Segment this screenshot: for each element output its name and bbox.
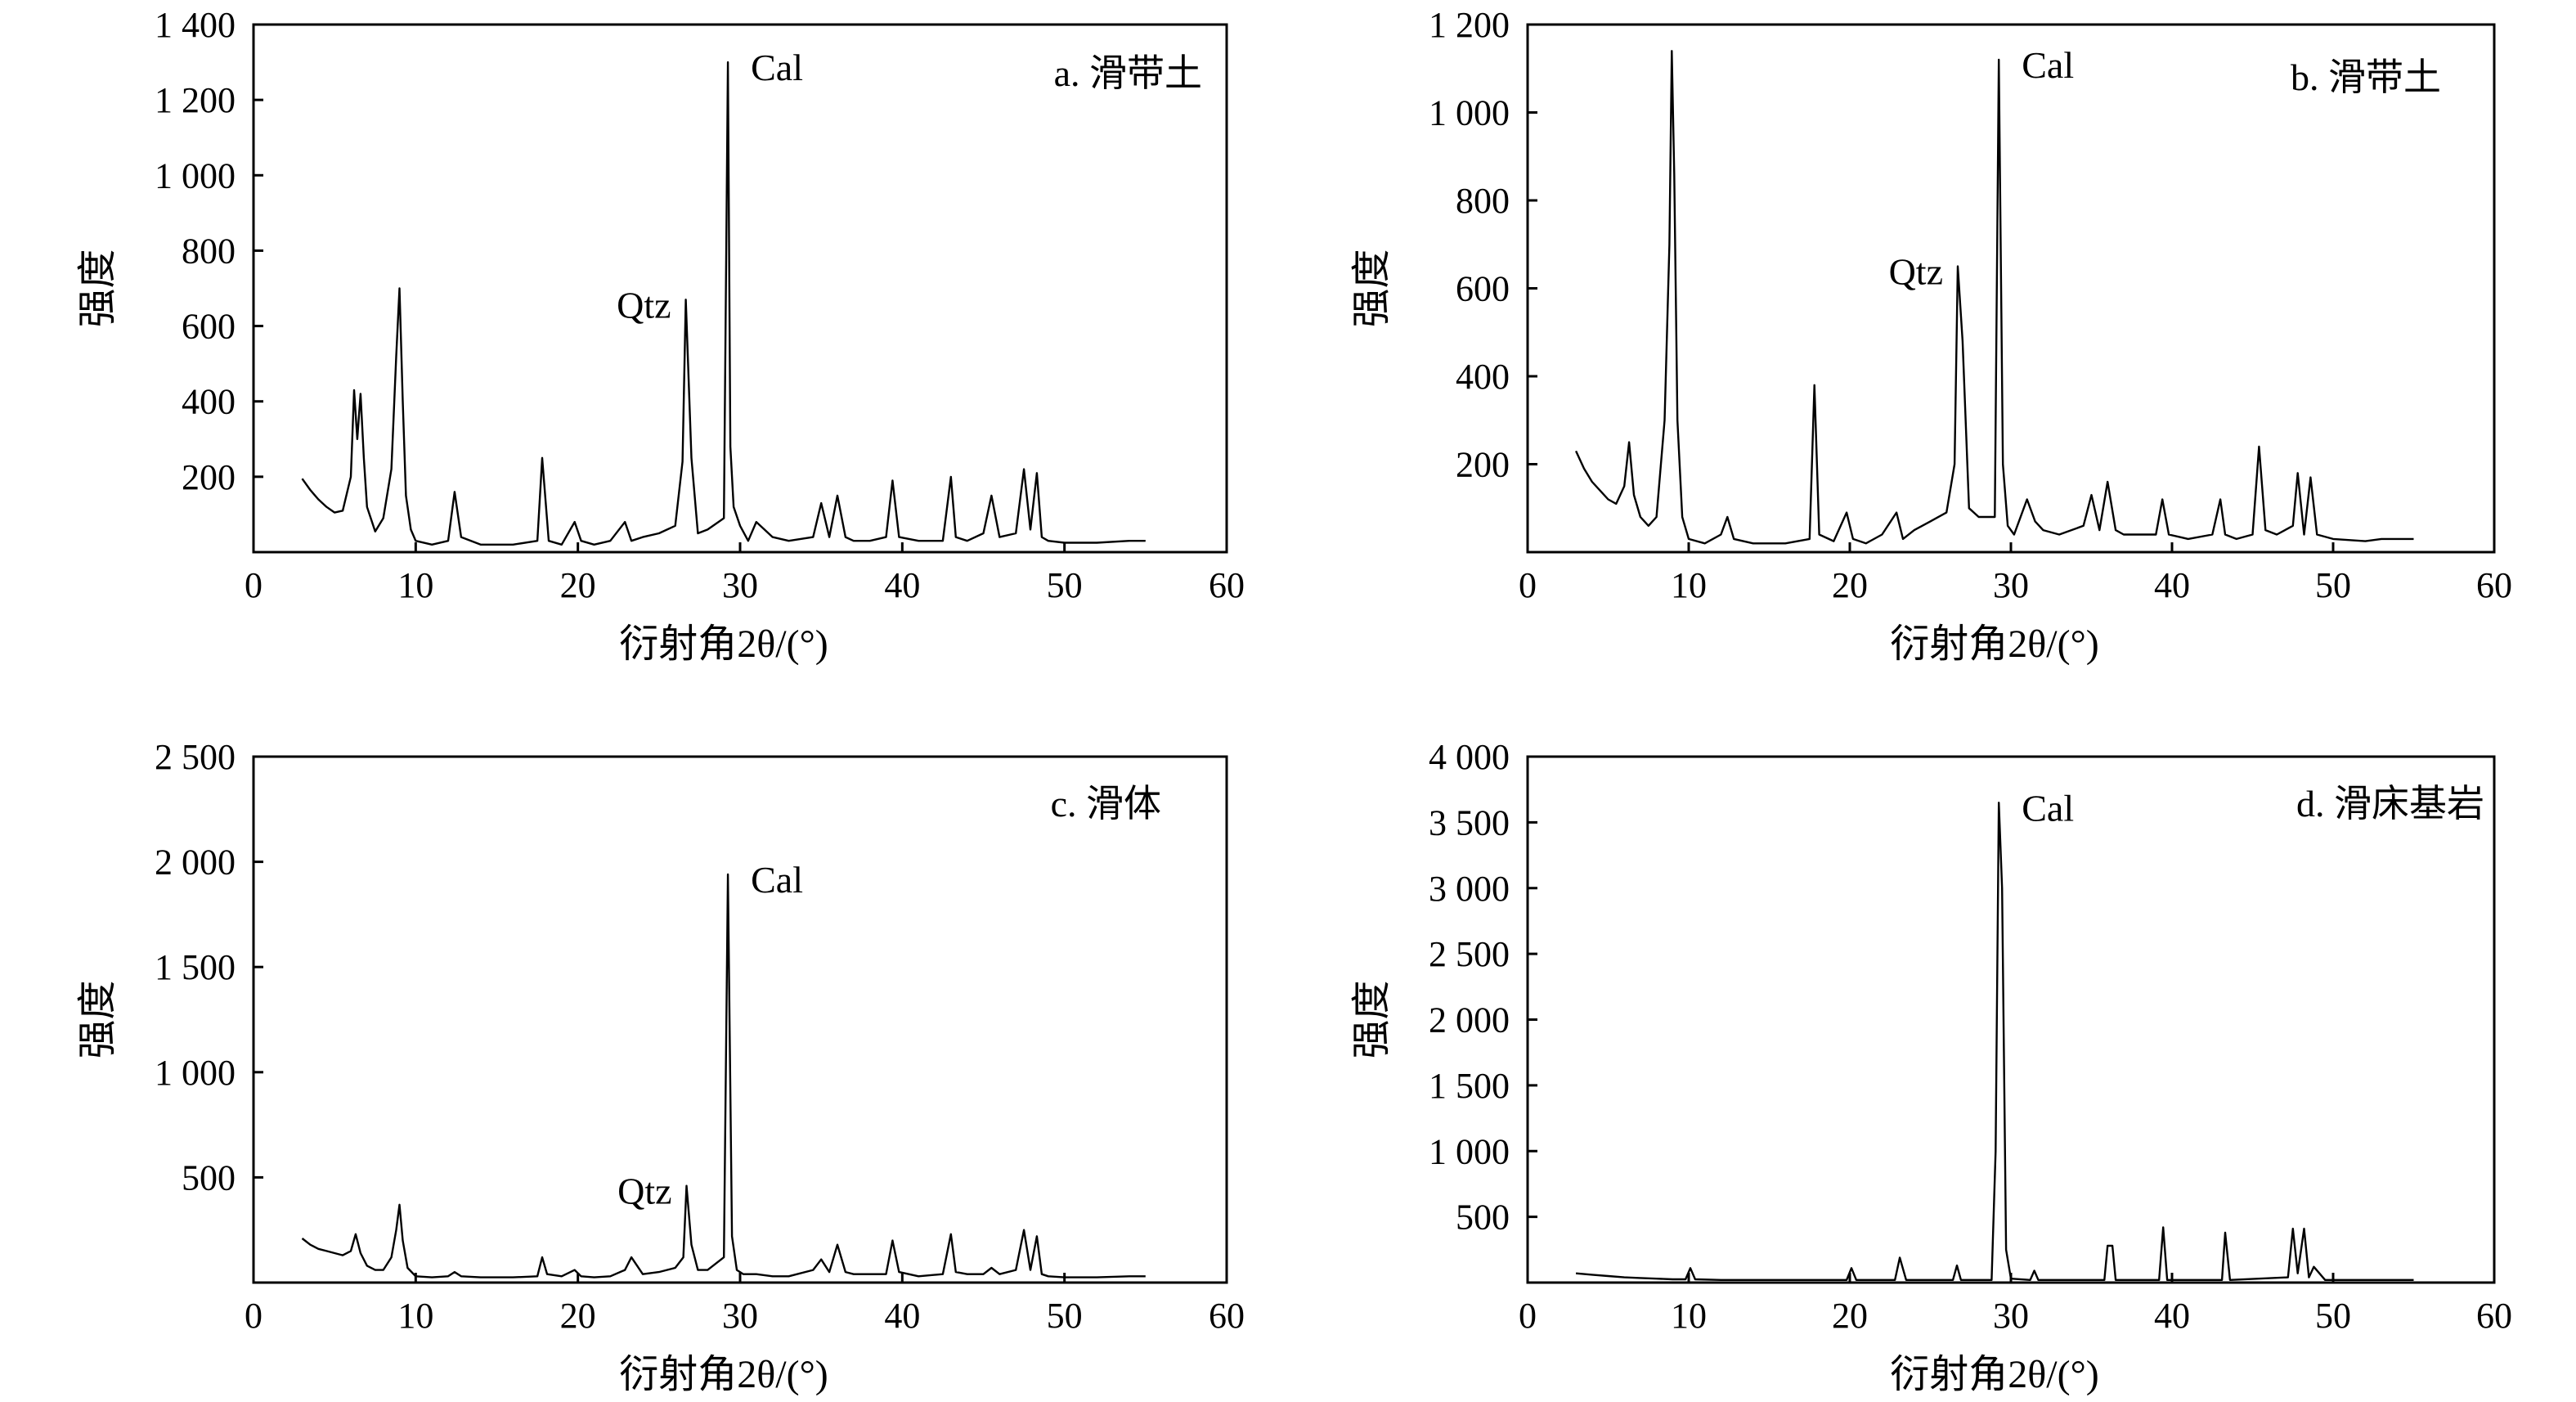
y-tick-label: 200 [182,457,236,497]
y-tick-label: 2 500 [1429,934,1510,974]
x-tick-label: 10 [397,565,433,605]
x-tick-label: 20 [1832,565,1868,605]
x-tick-label: 40 [2154,565,2190,605]
y-tick-label: 3 000 [1429,869,1510,909]
xrd-trace [1575,802,2414,1282]
qtz-peak-label: Qtz [617,284,671,326]
x-tick-label: 30 [722,565,758,605]
y-tick-label: 1 000 [1429,1131,1510,1171]
y-tick-label: 800 [1456,181,1510,221]
cal-peak-label: Cal [2022,787,2074,829]
y-tick-label: 2 000 [155,843,236,883]
xrd-trace [301,873,1146,1278]
x-tick-label: 50 [2315,1296,2351,1336]
x-tick-label: 10 [397,1296,433,1336]
x-tick-label: 10 [1671,565,1707,605]
x-tick-label: 50 [1047,565,1083,605]
xrd-panel-a: 0 10 20 30 40 50 60 200 400 600 800 1 000 1 200 1 400… [76,5,1245,666]
x-tick-label: 20 [560,565,596,605]
x-axis-title: 衍射角2θ/(°) [1890,1353,2099,1396]
plot-frame [252,755,1228,1284]
y-tick-label: 2 000 [1429,1000,1510,1040]
x-tick-label: 40 [884,565,920,605]
cal-peak-label: Cal [2022,44,2074,86]
x-tick-label: 20 [1832,1296,1868,1336]
y-tick-label: 2 500 [155,737,236,777]
x-tick-label: 40 [884,1296,920,1336]
y-axis-title: 强度 [76,980,119,1058]
cal-peak-label: Cal [751,47,803,88]
x-tick-label: 50 [1047,1296,1083,1336]
y-tick-label: 400 [182,382,236,422]
x-tick-label: 60 [2476,1296,2512,1336]
x-axis-title: 衍射角2θ/(°) [619,622,828,666]
cal-peak-label: Cal [751,859,803,901]
x-tick-label: 40 [2154,1296,2190,1336]
panel-label: c. 滑体 [1051,783,1161,825]
xrd-panel-b: 0 10 20 30 40 50 60 200 400 600 800 1 000 1 200 衍射角2θ… [1350,5,2512,666]
y-tick-label: 1 000 [155,155,236,195]
x-tick-label: 30 [722,1296,758,1336]
plot-frame [1526,755,2496,1284]
xrd-panel-d: 0 10 20 30 40 50 60 500 1 000 1 500 2 000 2 500 3 00… [1350,737,2512,1396]
xrd-trace [301,61,1146,546]
qtz-peak-label: Qtz [1889,251,1943,293]
xrd-panel-c: 0 10 20 30 40 50 60 500 1 000 1 500 2 000 2 500 衍射角2… [76,737,1245,1396]
x-tick-label: 0 [1519,565,1537,605]
y-tick-label: 500 [182,1157,236,1198]
x-tick-label: 30 [1993,565,2029,605]
x-tick-label: 0 [245,565,263,605]
y-tick-label: 800 [182,231,236,271]
x-tick-label: 0 [1519,1296,1537,1336]
panel-label: a. 滑带土 [1054,52,1202,94]
xrd-trace [1575,50,2414,545]
y-axis-title: 强度 [1350,980,1393,1058]
y-tick-label: 400 [1456,357,1510,397]
x-tick-label: 60 [1209,1296,1245,1336]
x-tick-label: 20 [560,1296,596,1336]
y-tick-label: 200 [1456,445,1510,485]
y-tick-label: 500 [1456,1198,1510,1238]
y-tick-label: 4 000 [1429,737,1510,777]
y-tick-label: 600 [1456,269,1510,309]
x-axis-title: 衍射角2θ/(°) [619,1353,828,1396]
y-tick-label: 1 400 [155,5,236,45]
qtz-peak-label: Qtz [617,1171,671,1212]
panel-label: d. 滑床基岩 [2296,783,2484,825]
x-tick-label: 0 [245,1296,263,1336]
y-axis-title: 强度 [76,249,119,327]
panel-label: b. 滑带土 [2291,56,2441,98]
y-tick-label: 1 500 [155,947,236,987]
y-axis-title: 强度 [1350,249,1393,327]
y-tick-label: 600 [182,307,236,347]
y-tick-label: 1 000 [1429,93,1510,133]
y-tick-label: 1 200 [1429,5,1510,45]
y-tick-label: 1 000 [155,1053,236,1093]
y-tick-label: 1 500 [1429,1066,1510,1106]
x-tick-label: 60 [2476,565,2512,605]
y-tick-label: 1 200 [155,80,236,120]
x-tick-label: 10 [1671,1296,1707,1336]
x-tick-label: 60 [1209,565,1245,605]
x-tick-label: 50 [2315,565,2351,605]
x-tick-label: 30 [1993,1296,2029,1336]
x-axis-title: 衍射角2θ/(°) [1890,622,2099,666]
y-tick-label: 3 500 [1429,802,1510,843]
